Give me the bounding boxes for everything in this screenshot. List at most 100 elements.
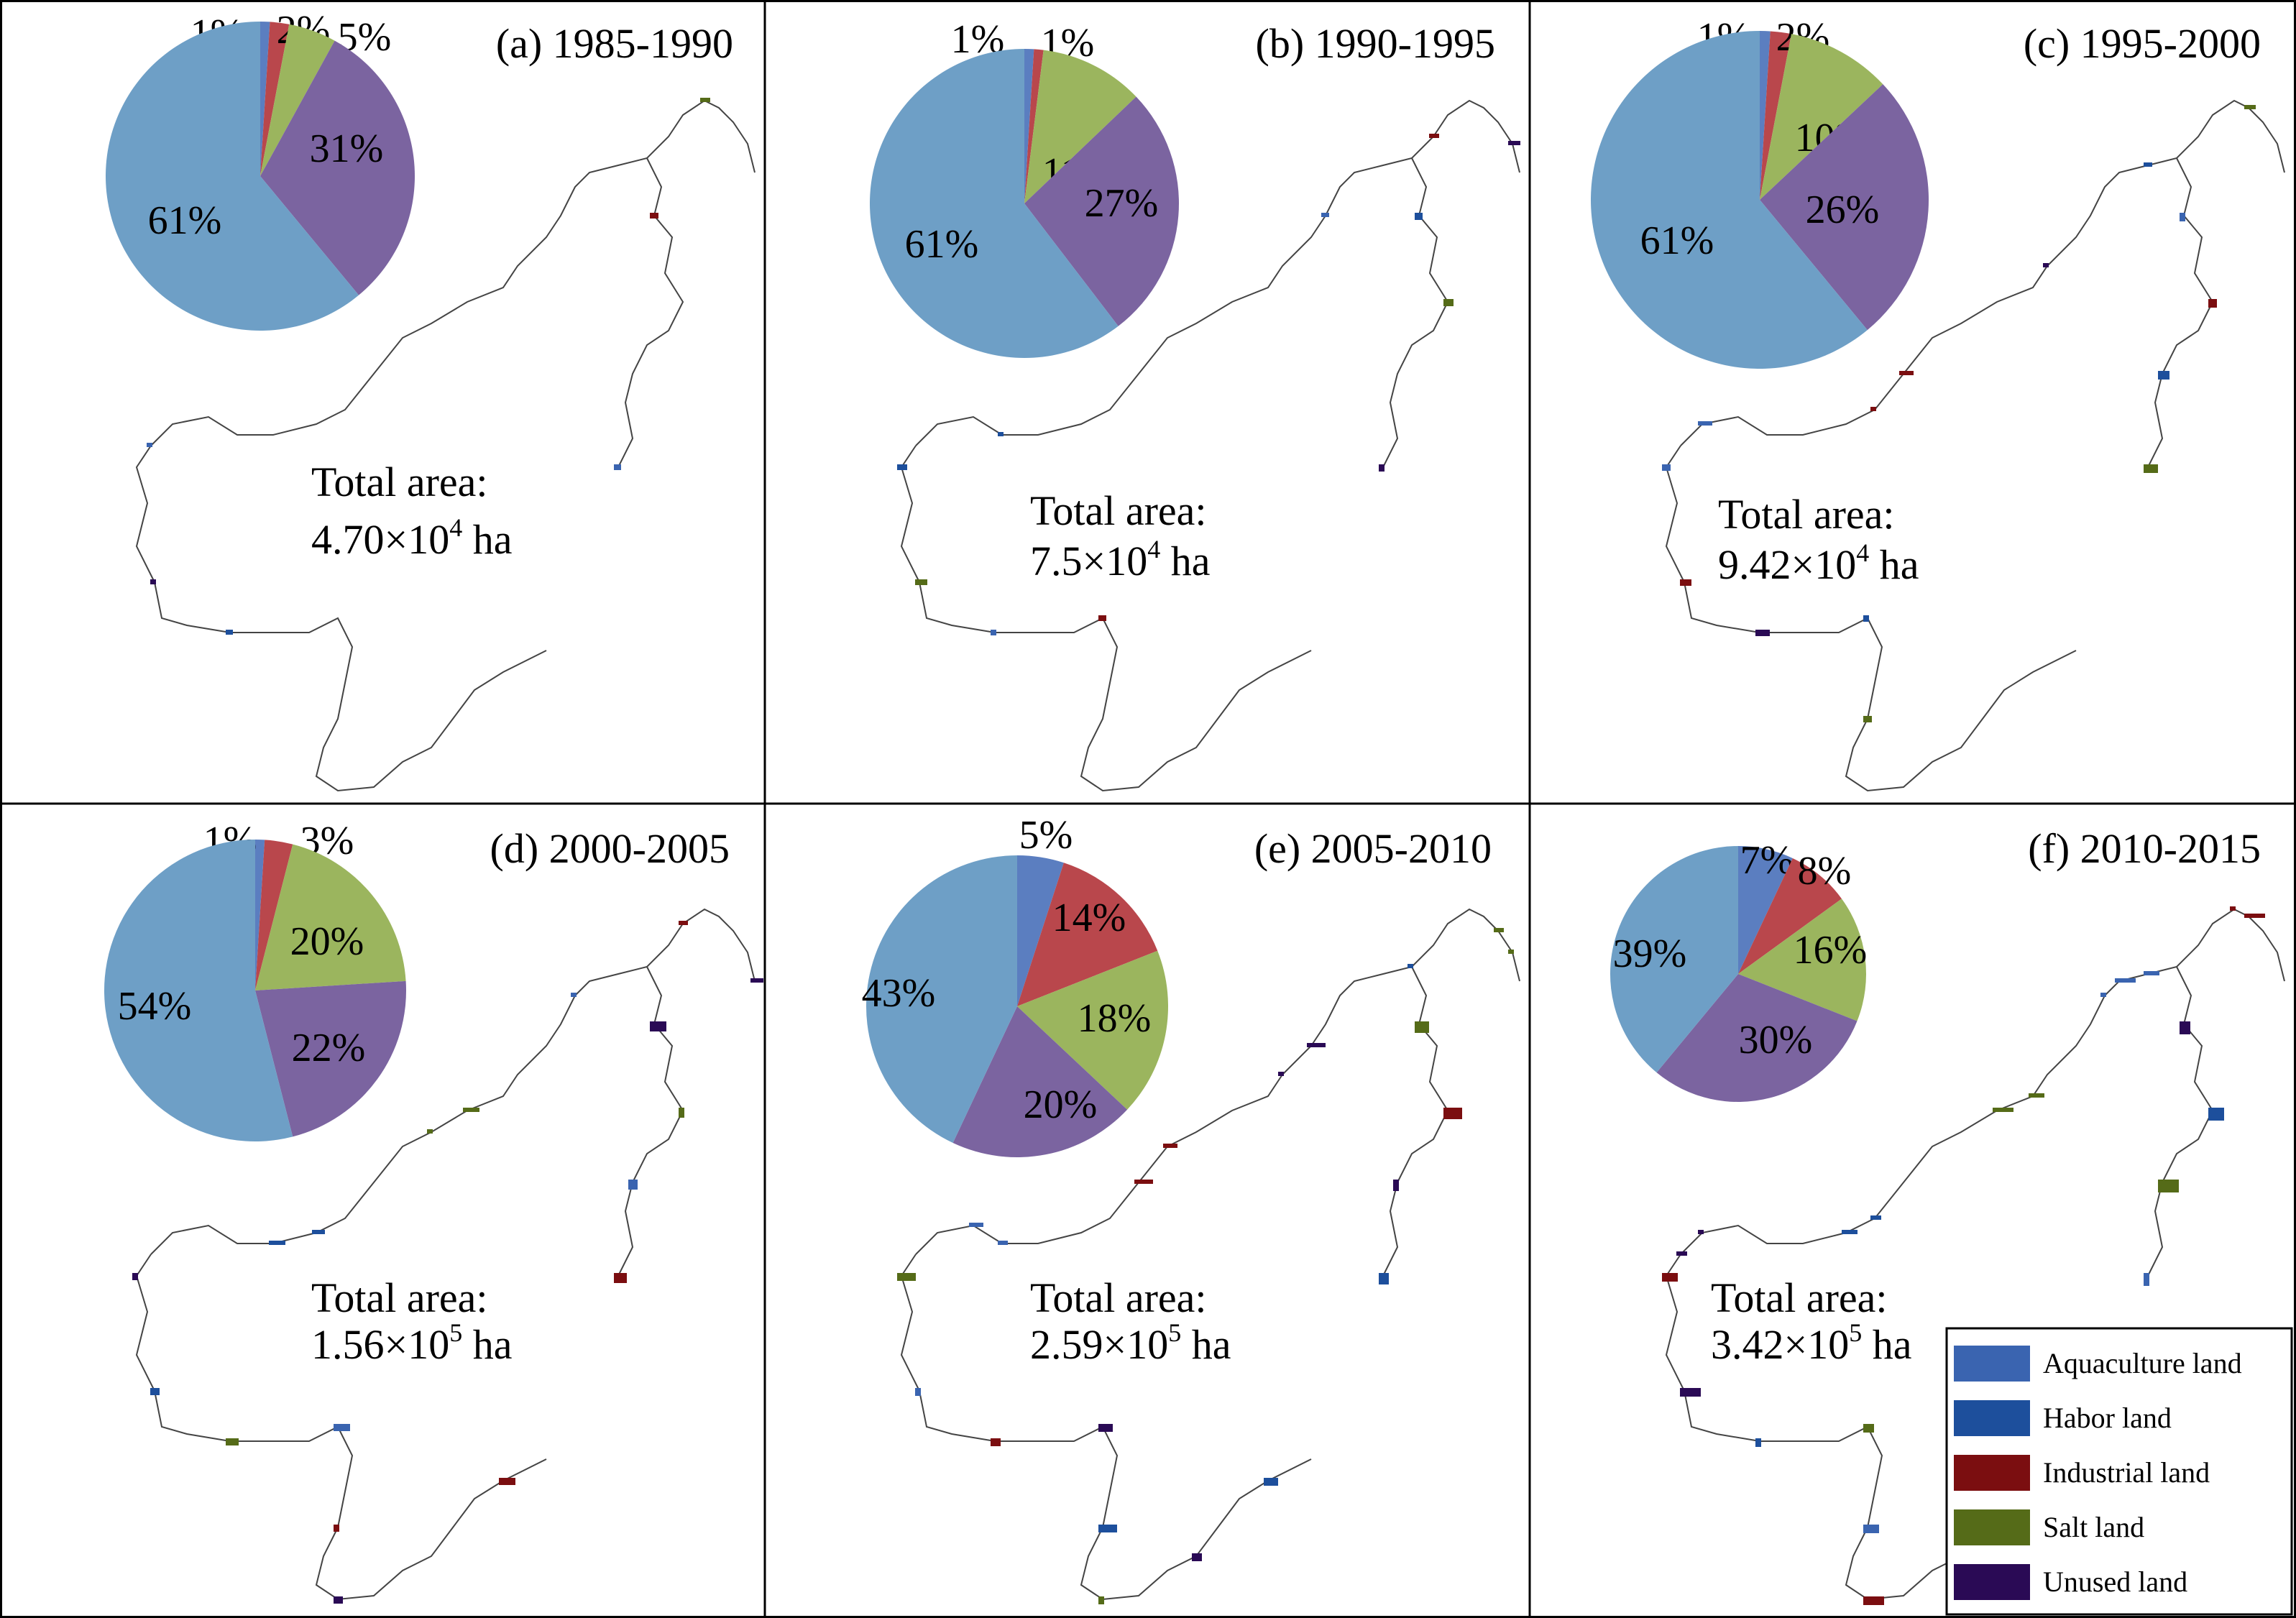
- land-use-patch: [750, 978, 763, 983]
- pie-slice: [1024, 50, 1136, 203]
- pie-slice-label: 14%: [1052, 896, 1126, 940]
- legend-swatch: [1954, 1346, 2030, 1382]
- pie-slice-label: 61%: [905, 222, 979, 267]
- pie-slice: [104, 840, 293, 1141]
- land-use-patch: [1870, 1215, 1881, 1220]
- panel-title-f: (f) 2010-2015: [2028, 825, 2261, 872]
- legend-swatch: [1954, 1509, 2030, 1545]
- land-use-patch: [2100, 993, 2106, 997]
- land-use-patch: [150, 579, 156, 584]
- land-use-patch: [1264, 1478, 1278, 1486]
- pie-slice-label: 27%: [1085, 181, 1159, 226]
- land-use-patch: [226, 630, 233, 635]
- pie-slice-label: 54%: [118, 984, 192, 1029]
- pie-slice: [1738, 846, 1793, 974]
- total-area-unit: ha: [462, 516, 512, 563]
- coastline-segment: [617, 157, 684, 468]
- pie-slice: [105, 22, 359, 331]
- pie-slice: [1760, 84, 1929, 331]
- land-use-patch: [998, 432, 1004, 436]
- land-use-patch: [1899, 371, 1914, 375]
- legend-label: Industrial land: [2043, 1456, 2210, 1489]
- land-use-patch: [1755, 1438, 1761, 1447]
- land-use-patch: [334, 1424, 350, 1431]
- land-use-patch: [463, 1108, 479, 1112]
- land-use-patch: [915, 1388, 921, 1396]
- land-use-patch: [614, 1273, 627, 1283]
- land-use-patch: [1508, 950, 1514, 954]
- pie-slice: [260, 22, 290, 176]
- land-use-patch: [1134, 1180, 1153, 1184]
- land-use-patch: [334, 1525, 339, 1532]
- pie-slice-label: 20%: [290, 919, 364, 964]
- total-area-exponent: 4: [1856, 538, 1869, 567]
- total-area-value-b: 7.5×104 ha: [1030, 535, 1210, 584]
- land-use-patch: [1098, 1424, 1113, 1432]
- pie-slice: [1760, 31, 1792, 201]
- total-area-label-b: Total area:: [1030, 487, 1207, 534]
- land-use-patch: [2144, 464, 2158, 473]
- land-use-patch: [1443, 299, 1454, 306]
- land-use-patch: [132, 1273, 138, 1280]
- pie-slice: [255, 980, 406, 1137]
- total-area-unit: ha: [1160, 538, 1210, 584]
- land-use-patch: [1680, 1388, 1701, 1397]
- land-use-patch: [1863, 1596, 1884, 1605]
- pie-slice-label: 61%: [148, 198, 222, 243]
- land-use-patch: [897, 1273, 916, 1281]
- coastline-segment: [900, 445, 1312, 792]
- land-use-patch: [991, 1438, 1001, 1446]
- total-area-exponent: 4: [1147, 535, 1160, 564]
- coastline-segment: [2147, 157, 2214, 468]
- land-use-patch: [991, 630, 996, 635]
- land-use-patch: [1408, 964, 1413, 968]
- pie-chart-d: 1% 3%20%22%54%: [104, 819, 406, 1141]
- land-use-patch: [2029, 1093, 2044, 1098]
- pie-slice: [260, 22, 270, 176]
- pie-slice-label: 31%: [310, 127, 384, 171]
- land-use-patch: [147, 443, 152, 447]
- total-area-label-f: Total area:: [1711, 1274, 1888, 1321]
- land-use-patch: [334, 1596, 343, 1604]
- coastline-segment: [135, 1254, 547, 1601]
- coastline-map-e: [897, 908, 1520, 1604]
- panel-title-c: (c) 1995-2000: [2024, 20, 2261, 67]
- land-use-patch: [2144, 1273, 2149, 1286]
- total-area-mantissa: 9.42×10: [1718, 541, 1856, 588]
- land-use-patch: [897, 464, 907, 470]
- land-use-patch: [628, 1180, 638, 1190]
- land-use-patch: [1307, 1043, 1326, 1047]
- land-use-patch: [1863, 716, 1872, 722]
- total-area-exponent: 5: [1168, 1318, 1181, 1347]
- land-use-patch: [2244, 105, 2256, 109]
- land-use-patch: [1676, 1251, 1687, 1256]
- pie-slice: [869, 49, 1119, 358]
- land-use-patch: [1863, 1424, 1874, 1433]
- land-use-patch: [2115, 978, 2136, 983]
- pie-slice: [255, 840, 265, 990]
- land-use-patch: [1321, 213, 1329, 217]
- land-use-patch: [1662, 464, 1671, 471]
- pie-slice-label: 39%: [1613, 932, 1687, 976]
- total-area-value-c: 9.42×104 ha: [1718, 538, 1919, 588]
- land-use-patch: [1098, 1525, 1117, 1532]
- coastline-segment: [900, 1254, 1312, 1601]
- land-use-patch: [650, 213, 658, 219]
- total-area-value-a: 4.70×104 ha: [311, 513, 512, 563]
- land-use-patch: [679, 1108, 684, 1118]
- pie-slice: [1610, 846, 1738, 1073]
- pie-slice-label: 18%: [1078, 996, 1152, 1041]
- land-use-patch: [700, 98, 710, 102]
- coastline-maps: [132, 98, 2285, 1605]
- total-area-unit: ha: [1869, 541, 1919, 588]
- land-use-patch: [1415, 1021, 1429, 1033]
- pie-slice-label: 22%: [292, 1026, 366, 1070]
- land-use-patch: [2208, 1108, 2224, 1121]
- legend-swatch: [1954, 1400, 2030, 1436]
- coastline-segment: [617, 966, 684, 1277]
- legend-label: Aquaculture land: [2043, 1347, 2242, 1379]
- total-area-exponent: 5: [1849, 1318, 1862, 1347]
- land-use-patch: [1698, 1230, 1704, 1234]
